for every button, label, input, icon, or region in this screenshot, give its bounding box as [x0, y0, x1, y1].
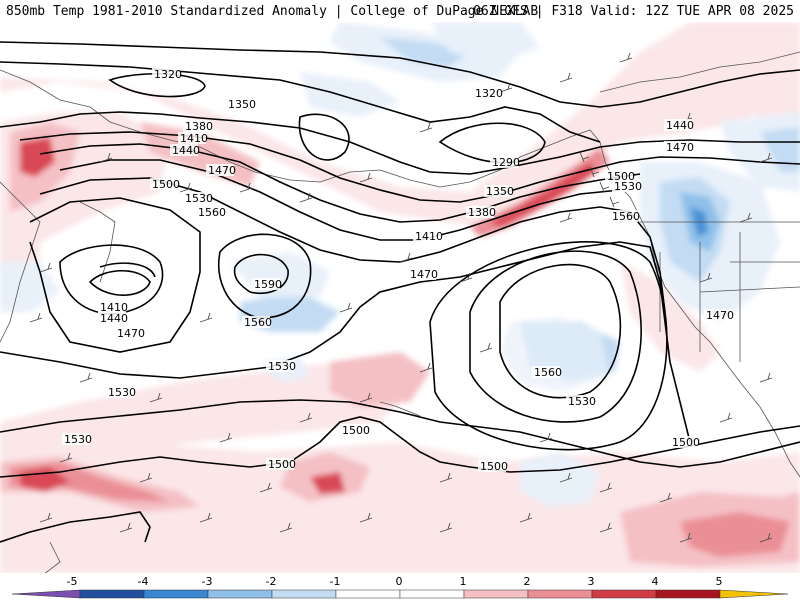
contour-label: 1470 — [117, 327, 145, 340]
contour-label: 1500 — [342, 424, 370, 437]
contour-label: 1410 — [180, 132, 208, 145]
anomaly-map: 1320 1350 1380 1410 1440 1470 1500 1530 … — [0, 22, 800, 573]
contour-label: 1560 — [534, 366, 562, 379]
positive-anomaly-shading — [0, 22, 800, 573]
legend-swatch — [591, 589, 657, 599]
color-scale-legend: -5 -4 -3 -2 -1 0 1 2 3 4 5 — [0, 573, 800, 600]
contour-labels: 1320 1350 1380 1410 1440 1470 1500 1530 … — [62, 68, 734, 473]
contour-label: 1470 — [410, 268, 438, 281]
contour-label: 1530 — [268, 360, 296, 373]
legend-color-bar — [11, 589, 789, 599]
contour-label: 1560 — [244, 316, 272, 329]
legend-tick-labels: -5 -4 -3 -2 -1 0 1 2 3 4 5 — [67, 575, 723, 588]
legend-tick: 2 — [524, 575, 531, 588]
contour-label: 1410 — [100, 301, 128, 314]
contour-label: 1380 — [185, 120, 213, 133]
contour-label: 1530 — [64, 433, 92, 446]
contour-label: 1530 — [108, 386, 136, 399]
contour-label: 1500 — [152, 178, 180, 191]
map-title: 850mb Temp 1981-2010 Standardized Anomal… — [6, 4, 539, 19]
legend-tick: -5 — [67, 575, 78, 588]
legend-swatch — [655, 589, 721, 599]
legend-swatch — [207, 589, 273, 599]
contour-label: 1500 — [268, 458, 296, 471]
contour-label: 1290 — [492, 156, 520, 169]
model-valid-time: 06Z GFS | F318 Valid: 12Z TUE APR 08 202… — [473, 4, 794, 19]
legend-swatch — [527, 589, 593, 599]
contour-label: 1500 — [607, 170, 635, 183]
contour-label: 1320 — [475, 87, 503, 100]
legend-swatch — [399, 589, 465, 599]
contour-label: 1470 — [208, 164, 236, 177]
legend-tick: -2 — [266, 575, 277, 588]
legend-tick: -1 — [330, 575, 341, 588]
contour-label: 1560 — [198, 206, 226, 219]
legend-tick: 1 — [460, 575, 467, 588]
contour-label: 1560 — [612, 210, 640, 223]
contour-label: 1500 — [672, 436, 700, 449]
legend-swatch — [143, 589, 209, 599]
contour-label: 1380 — [468, 206, 496, 219]
contour-label: 1350 — [486, 185, 514, 198]
legend-tick: 0 — [396, 575, 403, 588]
contour-label: 1440 — [172, 144, 200, 157]
legend-tick: -3 — [202, 575, 213, 588]
legend-swatch — [335, 589, 401, 599]
contour-label: 1470 — [706, 309, 734, 322]
contour-label: 1470 — [666, 141, 694, 154]
contour-label: 1530 — [614, 180, 642, 193]
contour-label: 1440 — [666, 119, 694, 132]
contour-label: 1410 — [415, 230, 443, 243]
legend-swatch — [463, 589, 529, 599]
header: 850mb Temp 1981-2010 Standardized Anomal… — [0, 0, 800, 22]
contour-label: 1530 — [185, 192, 213, 205]
legend-swatch — [79, 589, 145, 599]
contour-label: 1590 — [254, 278, 282, 291]
contour-label: 1440 — [100, 312, 128, 325]
legend-arrow-low — [11, 589, 81, 599]
wind-barbs — [29, 52, 773, 543]
legend-swatch — [271, 589, 337, 599]
legend-arrow-high — [719, 589, 789, 599]
contour-label: 1530 — [568, 395, 596, 408]
legend-tick: 4 — [652, 575, 659, 588]
contour-label: 1500 — [480, 460, 508, 473]
contour-label: 1320 — [154, 68, 182, 81]
legend-tick: 5 — [716, 575, 723, 588]
contour-label: 1350 — [228, 98, 256, 111]
legend-tick: 3 — [588, 575, 595, 588]
legend-tick: -4 — [138, 575, 149, 588]
